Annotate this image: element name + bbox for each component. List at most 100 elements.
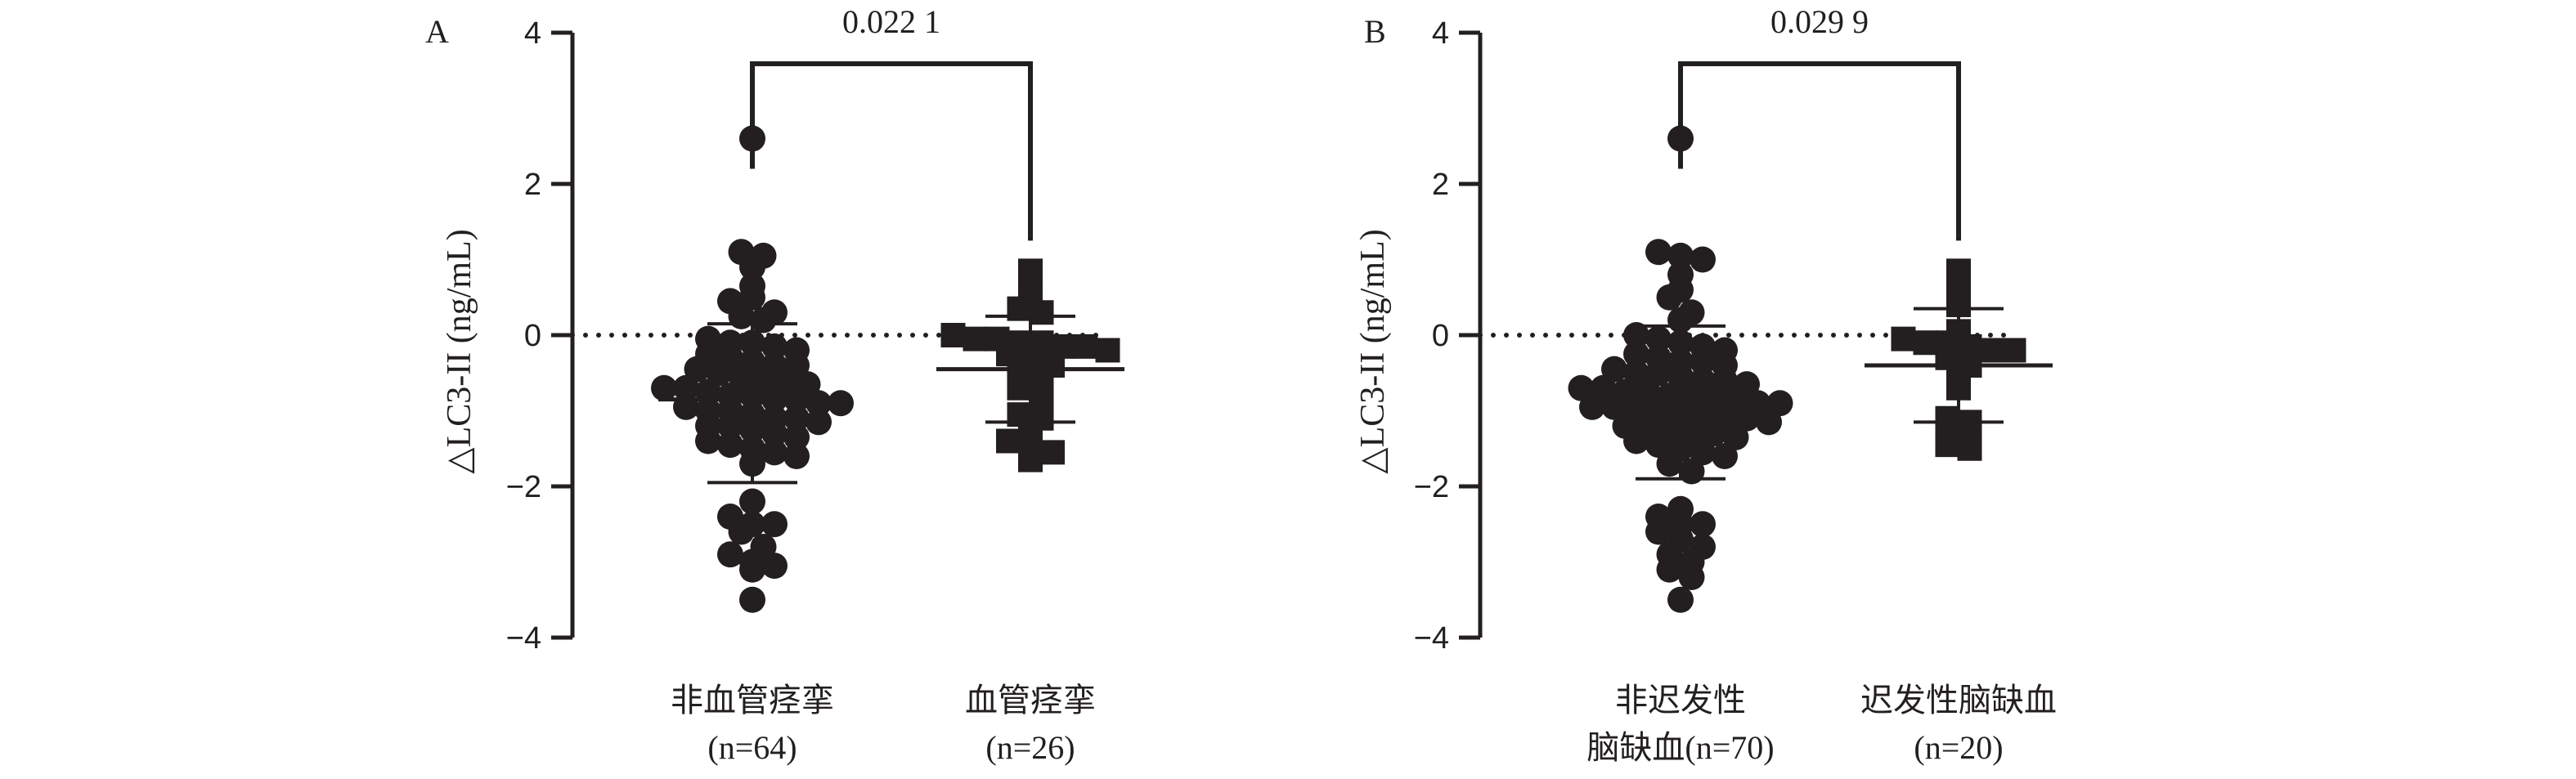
data-point-square [1040, 440, 1065, 465]
group-label: 脑缺血(n=70) [1586, 729, 1774, 766]
data-point-circle [761, 553, 788, 580]
group-label: (n=26) [985, 729, 1075, 766]
data-point-circle [1734, 405, 1760, 432]
data-point-circle [651, 374, 677, 401]
data-point-circle [717, 541, 743, 568]
data-point-circle [1667, 586, 1694, 613]
data-point-circle [1623, 341, 1649, 368]
data-point-square [963, 326, 988, 351]
data-point-circle [1645, 325, 1672, 352]
data-point-circle [1722, 423, 1749, 450]
data-point-circle [783, 405, 810, 432]
data-point-circle [1756, 409, 1782, 436]
y-tick-label: 4 [1432, 16, 1449, 51]
data-point-square [996, 428, 1021, 454]
data-point-circle [828, 390, 854, 417]
data-point-square [1029, 300, 1054, 325]
data-point-circle [761, 333, 788, 360]
data-point-circle [806, 390, 832, 417]
data-point-circle [728, 518, 755, 545]
data-point-circle [1568, 374, 1595, 401]
y-tick-label: −2 [506, 470, 541, 504]
data-point-circle [695, 428, 721, 454]
y-axis-label: △LC3-II (ng/mL) [1354, 229, 1392, 473]
data-point-circle [739, 488, 765, 515]
p-value-label: 0.029 9 [1770, 3, 1869, 40]
data-point-circle [1700, 420, 1727, 447]
group-2: 血管痉挛 (n=26) [936, 258, 1124, 766]
group-label: 非迟发性 [1615, 682, 1746, 719]
data-point-circle [1656, 556, 1683, 583]
data-point-circle [739, 556, 765, 583]
group-label: (n=20) [1914, 729, 2003, 766]
group-2: 迟发性脑缺血 (n=20) [1860, 258, 2057, 766]
data-point-square [1935, 432, 1960, 458]
data-point-circle [1645, 360, 1672, 387]
y-tick-label: 0 [1432, 319, 1449, 353]
y-tick-label: 4 [524, 16, 541, 51]
data-point-circle [684, 356, 711, 383]
data-point-circle [739, 125, 765, 152]
group-label: (n=64) [707, 729, 797, 766]
data-point-circle [1645, 239, 1672, 266]
p-value-label: 0.022 1 [842, 3, 940, 40]
data-point-circle [739, 586, 765, 613]
y-tick-label: 2 [524, 168, 541, 202]
data-point-circle [761, 420, 788, 447]
data-point-square [1957, 436, 1982, 461]
data-point-circle [783, 423, 810, 450]
data-point-circle [1712, 367, 1738, 394]
data-point-circle [1590, 374, 1617, 401]
data-point-circle [1656, 284, 1683, 311]
data-point-circle [1667, 242, 1694, 269]
data-point-square [940, 323, 966, 347]
data-point-circle [717, 413, 743, 439]
panel-b: B 4 2 0 −2 −4 △LC3-II (ng/mL) 0.029 9 非迟发性脑缺血(n=… [1354, 3, 2057, 766]
data-point-square [1018, 447, 1043, 472]
group-label: 血管痉挛 [965, 682, 1096, 719]
data-point-circle [772, 367, 799, 394]
data-point-circle [1623, 322, 1649, 348]
data-point-circle [1601, 356, 1627, 383]
group-1: 非血管痉挛 (n=64) [651, 125, 854, 766]
significance-bracket [1678, 61, 1961, 241]
data-point-square [1073, 334, 1098, 359]
data-point-square [2001, 338, 2026, 363]
data-point-square [1979, 338, 2004, 363]
y-tick-label: −4 [506, 621, 541, 656]
group-label: 迟发性脑缺血 [1860, 682, 2057, 719]
y-tick-label: −2 [1414, 470, 1449, 504]
data-point-circle [1667, 125, 1694, 152]
data-point-square [1018, 258, 1043, 284]
data-point-circle [1645, 518, 1672, 545]
y-axis-label: △LC3-II (ng/mL) [441, 229, 478, 473]
data-point-circle [761, 511, 788, 538]
data-point-circle [706, 360, 733, 387]
data-point-circle [1712, 443, 1738, 469]
data-point-circle [1690, 439, 1716, 466]
data-point-circle [1766, 390, 1793, 417]
data-point-circle [761, 439, 788, 466]
data-point-square [1891, 326, 1916, 351]
data-point-square [1946, 258, 1971, 284]
y-tick-label: 2 [1432, 168, 1449, 202]
data-point-circle [1656, 450, 1683, 477]
data-point-square [1029, 383, 1054, 408]
data-point-square [1095, 338, 1120, 363]
data-point-circle [673, 374, 699, 401]
data-point-circle [1645, 432, 1672, 459]
data-point-circle [739, 284, 765, 311]
data-point-circle [1678, 564, 1705, 590]
data-point-circle [1623, 428, 1649, 454]
panel-letter: A [425, 13, 449, 50]
panel-a: A 4 2 0 −2 −4 △LC3-II (ng/mL) 0.022 1 非血管痉挛 (n=64… [425, 3, 1124, 766]
data-point-circle [783, 443, 810, 469]
group-label: 非血管痉挛 [671, 682, 834, 719]
data-point-circle [806, 409, 832, 436]
data-point-square [1913, 330, 1938, 356]
data-point-square [1007, 375, 1032, 401]
data-point-circle [1690, 511, 1716, 538]
data-point-circle [717, 432, 743, 459]
data-point-circle [728, 363, 755, 390]
